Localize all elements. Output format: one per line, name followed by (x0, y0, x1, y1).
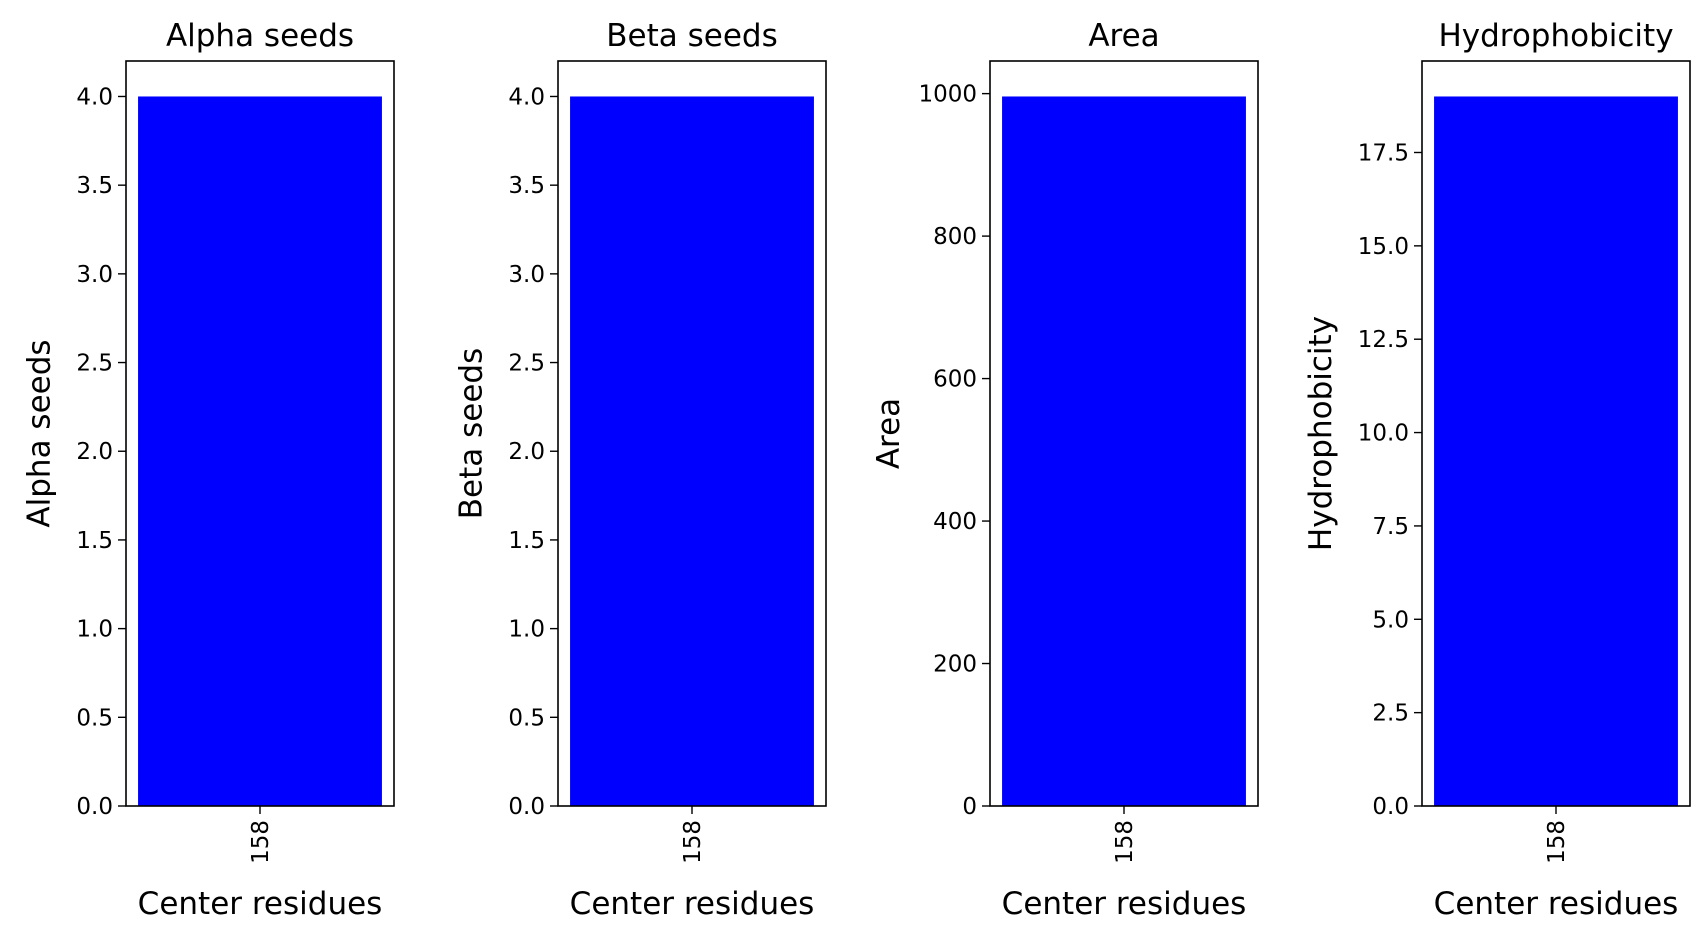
y-tick-label: 15.0 (1358, 234, 1409, 260)
x-axis-label: Center residues (138, 886, 383, 922)
y-tick-label: 17.5 (1358, 140, 1409, 166)
y-tick-label: 600 (933, 367, 977, 393)
y-tick-label: 3.0 (76, 262, 113, 288)
y-tick-label: 3.5 (508, 173, 545, 199)
y-tick-label: 200 (933, 652, 977, 678)
y-tick-label: 0.0 (76, 794, 113, 820)
y-tick-label: 3.5 (76, 173, 113, 199)
chart-panel-1: 0.0 0.5 1.0 1.5 2.0 2.5 3.0 3.5 4.0 158 Alpha seed… (22, 18, 395, 922)
y-axis-label: Hydrophobicity (1303, 316, 1339, 551)
x-tick-label: 158 (1544, 820, 1570, 864)
x-tick-label: 158 (680, 820, 706, 864)
y-tick-label: 1.5 (76, 528, 113, 554)
y-tick-label: 5.0 (1372, 607, 1409, 633)
y-tick-label: 0.5 (508, 705, 545, 731)
chart-panel-4: 0.0 2.5 5.0 7.5 10.0 12.5 15.0 17.5 158 Hydrophob… (1303, 18, 1691, 922)
x-tick-label: 158 (1112, 820, 1138, 864)
y-axis-label: Alpha seeds (22, 339, 58, 527)
panel-title: Area (1088, 18, 1159, 54)
y-axis-label: Beta seeds (454, 348, 490, 519)
y-tick-label: 2.5 (76, 351, 113, 377)
y-tick-label: 4.0 (76, 84, 113, 110)
y-tick-label: 1.5 (508, 528, 545, 554)
chart-panel-3: 0 200 400 600 800 1000 158 Area Center residues A… (871, 18, 1259, 922)
x-axis-label: Center residues (1002, 886, 1247, 922)
y-tick-label: 2.5 (508, 351, 545, 377)
y-tick-label: 3.0 (508, 262, 545, 288)
y-tick-label: 0 (962, 794, 977, 820)
bar (1434, 96, 1678, 807)
panel-title: Hydrophobicity (1438, 18, 1673, 54)
y-tick-label: 1000 (918, 82, 977, 108)
y-tick-label: 7.5 (1372, 514, 1409, 540)
panel-title: Beta seeds (606, 18, 777, 54)
x-tick-label: 158 (248, 820, 274, 864)
y-tick-label: 0.5 (76, 705, 113, 731)
y-tick-label: 4.0 (508, 84, 545, 110)
bar (1002, 96, 1246, 807)
y-tick-label: 1.0 (508, 617, 545, 643)
y-tick-label: 2.0 (76, 439, 113, 465)
y-tick-label: 1.0 (76, 617, 113, 643)
y-tick-label: 400 (933, 509, 977, 535)
x-axis-label: Center residues (1434, 886, 1679, 922)
y-tick-label: 12.5 (1358, 327, 1409, 353)
bar (138, 96, 382, 807)
chart-panel-2: 0.0 0.5 1.0 1.5 2.0 2.5 3.0 3.5 4.0 158 Beta seeds… (454, 18, 827, 922)
y-tick-label: 2.5 (1372, 701, 1409, 727)
y-axis-label: Area (871, 398, 907, 469)
y-tick-label: 800 (933, 224, 977, 250)
y-tick-label: 2.0 (508, 439, 545, 465)
x-axis-label: Center residues (570, 886, 815, 922)
y-tick-label: 0.0 (508, 794, 545, 820)
y-tick-label: 0.0 (1372, 794, 1409, 820)
bar (570, 96, 814, 807)
y-tick-label: 10.0 (1358, 421, 1409, 447)
panel-title: Alpha seeds (166, 18, 354, 54)
